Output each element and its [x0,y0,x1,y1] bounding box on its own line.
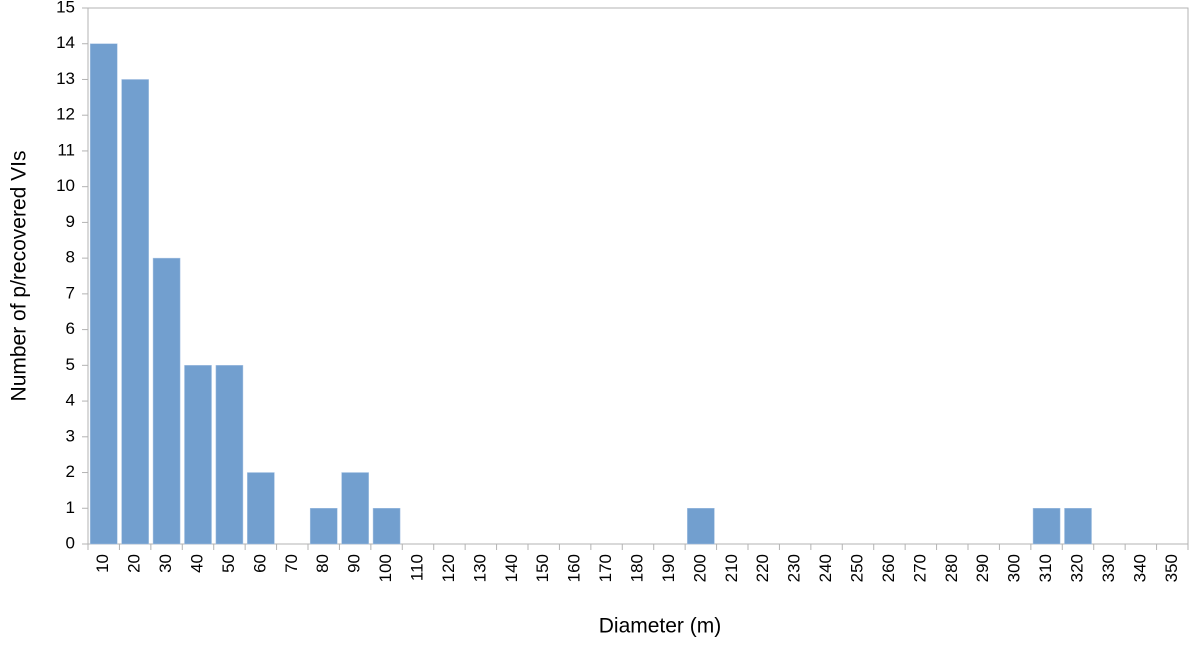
x-tick-label: 210 [722,554,741,582]
y-tick-label: 12 [56,105,75,124]
x-tick-label: 260 [879,554,898,582]
x-tick-label: 130 [470,554,489,582]
y-tick-label: 4 [66,391,75,410]
x-tick-label: 170 [596,554,615,582]
x-tick-label: 10 [93,554,112,573]
y-tick-label: 10 [56,176,75,195]
x-tick-label: 180 [627,554,646,582]
x-tick-label: 30 [156,554,175,573]
bar [152,257,181,545]
bar [341,472,369,545]
y-tick-label: 8 [66,248,75,267]
bar [184,365,212,545]
bar [121,79,149,545]
bar [1032,508,1061,545]
x-tick-label: 220 [753,554,772,582]
x-tick-label: 250 [847,554,866,582]
plot-frame [87,7,1189,545]
y-tick-label: 9 [66,212,75,231]
x-tick-label: 70 [282,554,301,573]
bar [687,508,715,545]
x-tick-label: 40 [187,554,206,573]
x-tick-label: 50 [219,554,238,573]
bar [1064,508,1092,545]
bar [247,472,275,545]
x-tick-label: 150 [533,554,552,582]
x-tick-label: 90 [345,554,364,573]
y-tick-label: 15 [56,0,75,16]
x-tick-label: 100 [376,554,395,582]
x-tick-label: 330 [1099,554,1118,582]
y-tick-label: 5 [66,355,75,374]
x-tick-label: 320 [1067,554,1086,582]
x-tick-label: 270 [910,554,929,582]
x-tick-label: 120 [439,554,458,582]
y-tick-label: 2 [66,462,75,481]
x-tick-label: 230 [785,554,804,582]
x-tick-label: 80 [313,554,332,573]
bar [372,508,401,545]
y-tick-label: 3 [66,426,75,445]
bar [215,365,244,545]
x-tick-label: 340 [1130,554,1149,582]
y-tick-label: 11 [57,140,75,159]
x-tick-label: 190 [659,554,678,582]
y-tick-label: 13 [56,69,75,88]
x-tick-label: 300 [1005,554,1024,582]
x-tick-label: 110 [407,554,426,581]
y-tick-label: 0 [66,533,75,552]
x-tick-label: 20 [125,554,144,573]
y-tick-label: 6 [66,319,75,338]
x-tick-label: 280 [942,554,961,582]
x-tick-label: 350 [1162,554,1181,582]
x-tick-label: 310 [1036,554,1055,582]
x-tick-label: 60 [250,554,269,573]
x-tick-label: 160 [565,554,584,582]
bar [89,43,118,545]
bar [309,508,338,545]
x-tick-label: 140 [502,554,521,582]
x-tick-label: 200 [690,554,709,582]
x-tick-label: 290 [973,554,992,582]
y-tick-label: 1 [66,498,75,517]
x-axis-title: Diameter (m) [599,615,722,638]
x-tick-label: 240 [816,554,835,582]
y-axis-title: Number of p/recovered VIs [8,151,31,402]
y-tick-label: 14 [56,33,75,52]
y-tick-label: 7 [66,283,75,302]
